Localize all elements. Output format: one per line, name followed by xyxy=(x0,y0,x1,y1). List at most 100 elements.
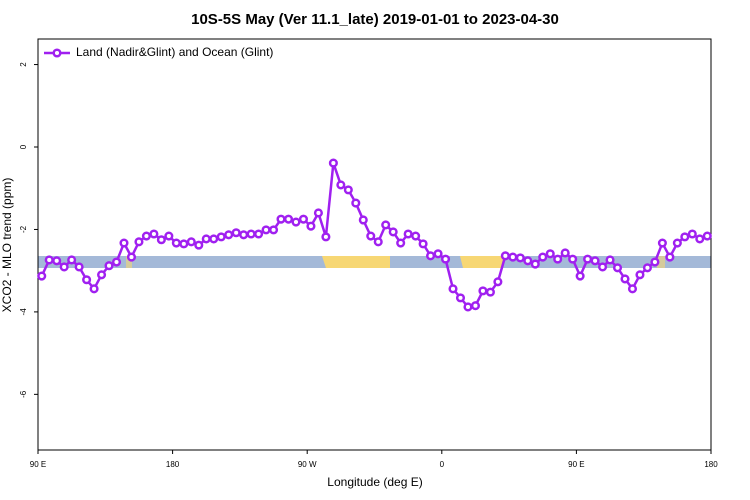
data-point xyxy=(650,257,660,267)
data-point xyxy=(635,270,645,280)
data-point xyxy=(119,238,129,248)
x-tick-label: 0 xyxy=(440,460,445,469)
data-point xyxy=(261,225,271,235)
y-tick-label: 2 xyxy=(19,62,28,67)
data-point xyxy=(37,271,47,281)
data-point xyxy=(530,259,540,269)
data-point xyxy=(523,256,533,266)
data-point xyxy=(254,229,264,239)
data-point xyxy=(627,284,638,294)
data-point xyxy=(283,214,294,224)
x-tick-label: 180 xyxy=(704,460,718,469)
data-point xyxy=(82,275,92,285)
data-point xyxy=(231,228,241,238)
data-point xyxy=(111,257,122,267)
x-axis-label: Longitude (deg E) xyxy=(327,475,422,489)
data-point xyxy=(463,302,473,312)
data-point xyxy=(493,277,503,287)
data-point xyxy=(276,214,286,224)
data-point xyxy=(149,229,159,239)
data-point xyxy=(216,232,226,242)
data-point xyxy=(104,261,114,271)
data-point xyxy=(313,208,323,218)
data-point xyxy=(97,270,107,280)
data-point xyxy=(403,229,413,239)
data-point xyxy=(291,217,301,227)
data-point xyxy=(426,251,436,261)
data-point xyxy=(680,232,690,242)
data-point xyxy=(687,229,697,239)
data-point xyxy=(642,263,652,273)
data-point xyxy=(209,234,219,244)
x-tick-label: 90 E xyxy=(568,460,584,469)
data-point xyxy=(612,263,623,273)
y-tick-label: -6 xyxy=(19,390,28,398)
data-point xyxy=(508,252,518,262)
data-point xyxy=(478,286,488,296)
data-point xyxy=(141,231,151,241)
data-point xyxy=(373,237,383,247)
data-point xyxy=(201,234,211,244)
data-point xyxy=(328,158,338,168)
data-point xyxy=(164,231,174,241)
legend-label: Land (Nadir&Glint) and Ocean (Glint) xyxy=(76,45,273,59)
y-tick-label: -2 xyxy=(19,225,28,233)
data-point xyxy=(239,230,249,240)
data-point xyxy=(358,215,368,225)
data-point xyxy=(538,252,548,262)
data-point xyxy=(186,237,196,247)
data-point xyxy=(560,248,570,258)
data-point xyxy=(657,238,667,248)
data-point xyxy=(575,271,585,281)
chart-title: 10S-5S May (Ver 11.1_late) 2019-01-01 to… xyxy=(191,11,559,28)
data-point xyxy=(500,251,510,261)
data-point xyxy=(583,254,593,264)
data-point xyxy=(336,180,346,190)
data-point xyxy=(695,234,705,244)
data-point xyxy=(418,239,428,249)
data-point xyxy=(134,237,144,247)
plot-frame xyxy=(37,38,712,451)
data-point xyxy=(448,284,458,294)
data-point xyxy=(440,254,451,264)
data-point xyxy=(351,198,361,208)
data-point xyxy=(568,254,578,264)
data-point xyxy=(470,301,481,311)
y-tick-label: 0 xyxy=(19,144,28,149)
legend-marker xyxy=(52,48,62,58)
data-point xyxy=(455,293,466,303)
data-point xyxy=(246,229,256,239)
data-point xyxy=(396,238,406,248)
data-point xyxy=(366,231,376,241)
data-point xyxy=(179,239,189,249)
data-point xyxy=(343,185,353,195)
data-point xyxy=(605,255,615,265)
y-axis-label: XCO2 - MLO trend (ppm) xyxy=(0,178,14,313)
data-point xyxy=(126,252,137,262)
data-point xyxy=(672,238,682,248)
y-tick-label: -4 xyxy=(19,308,28,316)
data-point xyxy=(388,227,398,237)
data-point xyxy=(433,249,443,259)
data-point xyxy=(156,235,166,245)
data-point xyxy=(298,214,309,224)
data-point xyxy=(590,256,600,266)
data-point xyxy=(665,252,675,262)
data-point xyxy=(306,221,316,231)
x-tick-label: 90 W xyxy=(298,460,317,469)
data-point xyxy=(74,262,84,272)
data-point xyxy=(381,220,391,230)
data-point xyxy=(44,255,54,265)
data-point xyxy=(321,232,331,242)
x-tick-label: 90 E xyxy=(30,460,46,469)
data-point xyxy=(553,254,563,264)
data-point xyxy=(194,240,204,250)
data-point xyxy=(89,284,99,294)
data-point xyxy=(269,225,279,235)
data-point xyxy=(620,274,630,284)
data-point xyxy=(224,230,234,240)
data-point xyxy=(59,262,69,272)
data-point xyxy=(411,231,421,241)
data-point xyxy=(52,256,62,266)
x-tick-label: 180 xyxy=(166,460,180,469)
